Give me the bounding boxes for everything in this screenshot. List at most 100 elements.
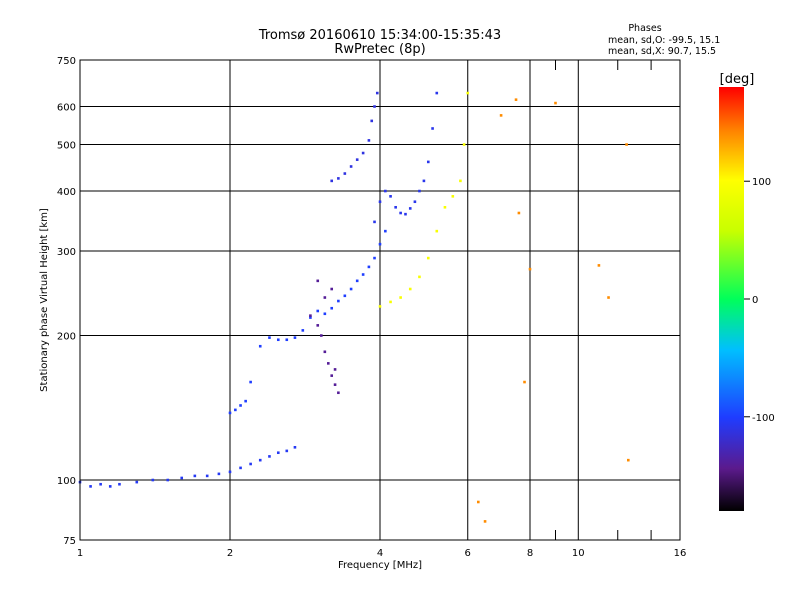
data-point — [627, 458, 630, 462]
data-point — [625, 143, 628, 146]
data-point — [477, 500, 480, 504]
data-point — [389, 195, 392, 198]
data-point — [234, 408, 237, 412]
data-point — [316, 309, 320, 313]
data-point — [408, 287, 412, 291]
data-point — [404, 212, 407, 216]
y-tick-label: 600 — [57, 103, 76, 114]
data-point — [554, 101, 557, 105]
chart-title: Tromsø 20160610 15:34:00-15:35:43 — [258, 28, 501, 43]
data-point — [268, 455, 271, 458]
data-point — [330, 287, 334, 291]
data-point — [239, 466, 242, 470]
data-point — [309, 314, 312, 317]
plot-points — [78, 91, 630, 523]
data-point — [244, 399, 247, 403]
data-point — [99, 482, 102, 486]
colorbar — [719, 87, 744, 511]
data-point — [258, 344, 262, 348]
data-point — [330, 306, 334, 310]
data-point — [343, 172, 347, 175]
data-point — [413, 200, 417, 204]
x-axis-label: Frequency [MHz] — [338, 560, 422, 571]
data-point — [422, 179, 426, 183]
data-point — [483, 520, 487, 523]
data-point — [330, 179, 334, 183]
data-point — [217, 472, 221, 476]
data-point — [180, 476, 184, 480]
plot-frame — [79, 59, 681, 541]
x-tick-label: 8 — [527, 548, 533, 559]
data-point — [276, 338, 280, 342]
data-point — [249, 462, 252, 466]
data-point — [384, 189, 387, 193]
stats-x-line: mean, sd,X: 90.7, 15.5 — [608, 46, 716, 57]
data-point — [597, 264, 601, 267]
colorbar-ticks: 100 0 -100 — [744, 177, 775, 424]
plot-grid — [80, 60, 680, 540]
data-point — [528, 267, 532, 271]
data-point — [378, 305, 382, 308]
y-tick-label: 400 — [57, 187, 76, 198]
x-tick-label: 1 — [77, 548, 83, 559]
data-point — [426, 160, 430, 164]
data-point — [408, 207, 412, 210]
y-axis-ticks: 75 100 200 300 400 500 600 750 — [57, 56, 76, 547]
data-point — [323, 312, 327, 316]
data-point — [118, 482, 121, 486]
data-point — [193, 474, 197, 478]
chart-subtitle: RwPretec (8p) — [334, 42, 425, 57]
data-point — [316, 279, 320, 283]
stats-o-line: mean, sd,O: -99.5, 15.1 — [608, 35, 720, 46]
data-point — [337, 391, 340, 395]
data-point — [333, 383, 337, 386]
data-point — [435, 229, 439, 233]
data-point — [517, 211, 521, 215]
colorbar-tick-label: -100 — [752, 413, 775, 424]
data-point — [349, 287, 353, 291]
data-point — [367, 265, 371, 269]
data-point — [276, 451, 280, 455]
data-point — [373, 256, 376, 260]
data-point — [394, 205, 397, 209]
x-tick-label: 6 — [465, 548, 471, 559]
data-point — [373, 105, 376, 108]
data-point — [228, 470, 232, 474]
data-point — [361, 151, 365, 155]
data-point — [327, 362, 330, 365]
data-point — [378, 200, 382, 204]
data-point — [426, 256, 430, 260]
data-point — [228, 411, 232, 415]
data-point — [443, 205, 447, 209]
colorbar-tick-label: 100 — [752, 177, 771, 188]
stats-heading: Phases — [628, 23, 661, 34]
data-point — [370, 119, 374, 123]
data-point — [343, 294, 347, 298]
y-tick-label: 75 — [63, 536, 76, 547]
data-point — [466, 91, 470, 95]
data-point — [323, 296, 327, 299]
data-point — [285, 338, 289, 342]
x-axis-ticks: 1 2 4 6 8 10 16 — [77, 60, 686, 559]
data-point — [309, 316, 312, 319]
data-point — [418, 189, 421, 193]
data-point — [333, 368, 337, 371]
data-point — [89, 485, 92, 488]
y-tick-label: 100 — [57, 476, 76, 487]
data-point — [378, 242, 382, 246]
data-point — [293, 336, 297, 339]
data-point — [451, 195, 455, 198]
data-point — [523, 380, 526, 384]
data-point — [355, 158, 359, 161]
data-point — [249, 380, 252, 384]
data-point — [462, 143, 466, 146]
data-point — [373, 220, 376, 224]
data-point — [514, 98, 518, 101]
data-point — [301, 329, 305, 332]
data-point — [337, 299, 340, 303]
data-point — [320, 334, 323, 337]
data-point — [418, 275, 421, 279]
data-point — [135, 480, 139, 484]
data-point — [607, 296, 610, 299]
